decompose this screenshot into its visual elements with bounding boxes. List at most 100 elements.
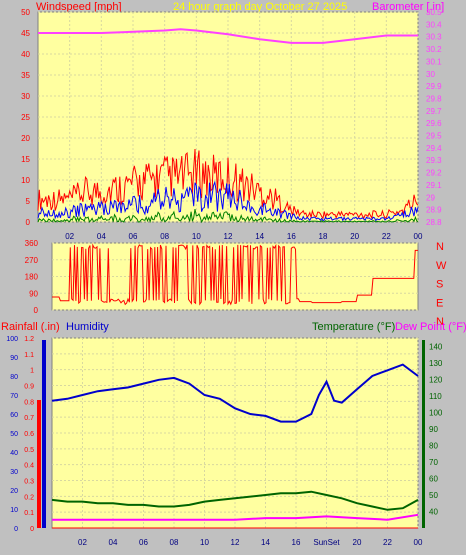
graph-title: 24 hour graph day October 27 2025: [173, 1, 347, 13]
barometer-tick: 29.4: [426, 144, 442, 153]
temperature-tick: 70: [429, 458, 438, 467]
wind-direction-series: [52, 243, 418, 306]
barometer-tick: 29.5: [426, 132, 442, 141]
rain-axis-bar: [37, 400, 41, 528]
barometer-tick: 28.8: [426, 218, 442, 227]
temperature-tick: 60: [429, 474, 438, 483]
humidity-tick: 100: [6, 336, 18, 343]
time-tick: 22: [382, 232, 391, 241]
rain-tick: 0.4: [24, 463, 34, 470]
temperature-axis-title: Temperature (°F): [312, 321, 395, 333]
temperature-tick: 80: [429, 441, 438, 450]
time-tick: 00: [414, 538, 423, 547]
humidity-tick: 90: [10, 355, 18, 362]
time-tick: 00: [414, 232, 423, 241]
humidity-tick: 10: [10, 507, 18, 514]
rain-tick: 1: [30, 368, 34, 375]
time-tick: 08: [160, 232, 169, 241]
rain-tick: 0.1: [24, 510, 34, 517]
sunset-marker: SunSet: [313, 538, 340, 547]
time-tick: 18: [319, 232, 328, 241]
time-tick: 20: [350, 232, 359, 241]
dewpoint-series: [52, 513, 419, 521]
time-tick: 04: [97, 232, 106, 241]
time-tick: 10: [192, 232, 201, 241]
humidity-series: [51, 363, 419, 423]
barometer-tick: 30.1: [426, 57, 442, 66]
barometer-tick: 30.4: [426, 20, 442, 29]
direction-tick: 270: [25, 256, 39, 265]
temperature-axis-bar: [422, 340, 425, 528]
time-tick: 04: [109, 538, 118, 547]
time-tick: 14: [261, 538, 270, 547]
temp-humidity-series: [51, 363, 419, 529]
wind-barometer-series: [37, 28, 419, 224]
windspeed-tick: 20: [21, 134, 30, 143]
compass-label: W: [436, 260, 447, 272]
barometer-tick: 29.6: [426, 119, 442, 128]
windspeed-series: [37, 180, 419, 222]
windspeed-tick: 5: [26, 197, 31, 206]
rain-tick: 1.1: [24, 352, 34, 359]
time-tick: 06: [129, 232, 138, 241]
rain-tick: 1.2: [24, 336, 34, 343]
temperature-tick: 40: [429, 507, 438, 516]
time-tick: 08: [170, 538, 179, 547]
barometer-series: [38, 28, 418, 44]
compass-label: S: [436, 279, 443, 291]
rain-tick: 0.8: [24, 399, 34, 406]
temperature-tick: 90: [429, 425, 438, 434]
temperature-tick: 100: [429, 408, 443, 417]
humidity-axis-title: Humidity: [66, 321, 109, 333]
temperature-series: [51, 490, 419, 511]
time-tick: 02: [78, 538, 87, 547]
windspeed-tick: 15: [21, 155, 30, 164]
wind-barometer-grid: [38, 11, 419, 223]
time-tick: 16: [287, 232, 296, 241]
barometer-tick: 29.2: [426, 169, 442, 178]
direction-tick: 180: [25, 273, 39, 282]
humidity-tick: 50: [10, 431, 18, 438]
windspeed-tick: 45: [21, 29, 30, 38]
windspeed-tick: 0: [26, 218, 31, 227]
rain-tick: 0: [30, 526, 34, 533]
windspeed-axis-title: Windspeed [mph]: [36, 1, 122, 13]
compass-label: E: [436, 297, 443, 309]
time-tick: 02: [65, 232, 74, 241]
rain-tick: 0.7: [24, 415, 34, 422]
compass-label: N: [436, 241, 444, 253]
windspeed-tick: 25: [21, 113, 30, 122]
temperature-tick: 50: [429, 491, 438, 500]
rain-tick: 0.2: [24, 494, 34, 501]
barometer-tick: 30.5: [426, 8, 442, 17]
temperature-tick: 140: [429, 342, 443, 351]
wind-low-series: [37, 209, 419, 224]
direction-tick: 0: [34, 306, 39, 315]
rain-tick: 0.3: [24, 479, 34, 486]
temperature-tick: 120: [429, 375, 443, 384]
wind-direction-grid: [52, 242, 418, 311]
humidity-axis-bar: [42, 340, 46, 528]
time-tick: 10: [200, 538, 209, 547]
rainfall-axis-title: Rainfall (.in): [1, 321, 60, 333]
humidity-tick: 60: [10, 412, 18, 419]
time-tick-labels-top: 02 04 06 08 10 12 14 16 18 20 22 00: [65, 232, 423, 241]
barometer-tick: 30: [426, 70, 435, 79]
windspeed-tick: 50: [21, 8, 30, 17]
time-tick: 22: [383, 538, 392, 547]
barometer-tick: 29: [426, 193, 435, 202]
rain-tick: 0.9: [24, 384, 34, 391]
humidity-tick: 30: [10, 469, 18, 476]
time-tick: 12: [231, 538, 240, 547]
humidity-tick: 0: [14, 526, 18, 533]
time-tick: 16: [292, 538, 301, 547]
humidity-tick: 80: [10, 374, 18, 381]
time-tick: 12: [224, 232, 233, 241]
barometer-tick: 29.7: [426, 107, 442, 116]
barometer-tick: 28.9: [426, 206, 442, 215]
barometer-axis-title: Barometer [.in]: [372, 1, 444, 13]
wind-direction-tick-labels: 0 90 180 270 360: [25, 239, 39, 315]
temperature-tick: 110: [429, 392, 442, 401]
compass-label: N: [436, 316, 444, 328]
